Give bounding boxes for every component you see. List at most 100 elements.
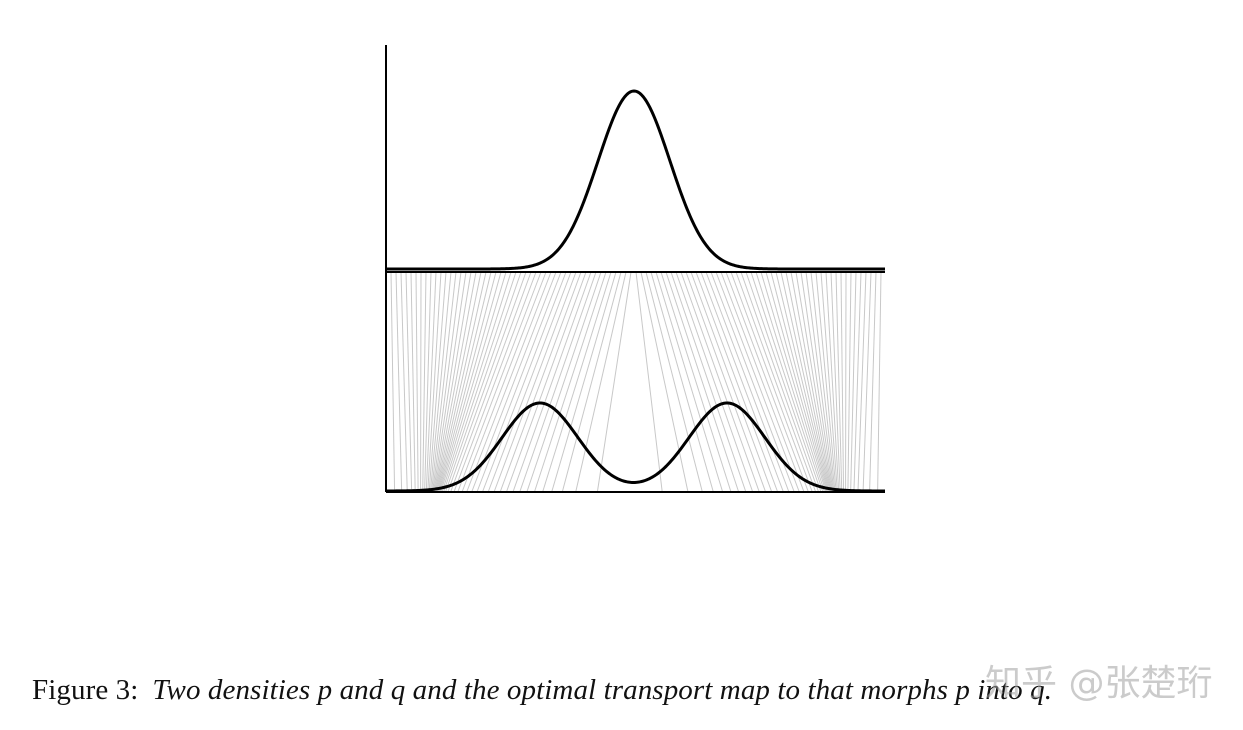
transport-map-line xyxy=(445,271,522,493)
density-q-curve xyxy=(385,401,885,493)
caption-label: Figure 3: xyxy=(32,674,139,706)
transport-map-line xyxy=(835,271,843,493)
transport-map-line xyxy=(755,271,825,493)
transport-map-line xyxy=(422,271,427,493)
transport-map-line xyxy=(410,271,416,493)
transport-map-line xyxy=(775,271,830,493)
transport-map-line xyxy=(795,271,833,493)
transport-map-line xyxy=(499,271,582,493)
transport-map-line xyxy=(526,271,602,493)
transport-map-line xyxy=(505,271,587,493)
transport-map-line xyxy=(735,271,817,493)
transport-map-line xyxy=(596,271,632,493)
figure-caption: Figure 3: Two densities p and q and the o… xyxy=(32,674,1052,707)
transport-map-line xyxy=(447,271,527,493)
transport-map-line xyxy=(438,271,497,493)
transport-map-line xyxy=(400,271,408,493)
transport-map-line xyxy=(765,271,828,493)
transport-map-line xyxy=(440,271,507,493)
transport-map-line xyxy=(705,271,790,493)
transport-map-line xyxy=(675,271,754,493)
transport-map-line xyxy=(435,271,482,493)
caption-text: Two densities p and q and the optimal tr… xyxy=(152,674,1053,706)
transport-map-line xyxy=(395,271,403,493)
transport-map-line xyxy=(551,271,617,493)
transport-map-line xyxy=(877,271,882,493)
transport-map-line xyxy=(850,271,857,493)
transport-map-line xyxy=(862,271,872,493)
density-p-curve xyxy=(386,89,885,271)
transport-map-line xyxy=(810,271,836,493)
transport-map-line xyxy=(434,271,472,493)
transport-map-line xyxy=(650,271,714,493)
transport-map-line xyxy=(830,271,841,493)
transport-map-line xyxy=(685,271,767,493)
transport-map-line xyxy=(428,271,447,493)
transport-map-line xyxy=(655,271,724,493)
transport-map-line xyxy=(700,271,784,493)
transport-map-line xyxy=(453,271,537,493)
transport-map-line xyxy=(443,271,517,493)
transport-map-line xyxy=(466,271,552,493)
transport-map-line xyxy=(720,271,805,493)
transport-map-line xyxy=(390,271,396,493)
transport-map-line xyxy=(745,271,822,493)
transport-map-line xyxy=(815,271,837,493)
transport-map-line xyxy=(840,271,845,493)
transport-map-line xyxy=(425,271,437,493)
transport-map-line xyxy=(427,271,442,493)
transport-map-line xyxy=(670,271,747,493)
transport-map-line xyxy=(482,271,567,493)
transport-map-line xyxy=(640,271,689,493)
transport-map-line xyxy=(436,271,487,493)
transport-map-line xyxy=(519,271,597,493)
transport-map-line xyxy=(847,271,852,493)
transport-map-line xyxy=(740,271,820,493)
transport-map-line xyxy=(695,271,779,493)
transport-map-line xyxy=(690,271,773,493)
transport-map-line xyxy=(493,271,577,493)
transport-map-line xyxy=(869,271,877,493)
transport-map-line xyxy=(542,271,612,493)
transport-map-line xyxy=(441,271,512,493)
transport-map-line xyxy=(790,271,832,493)
transport-map-line xyxy=(785,271,831,493)
transport-map-line xyxy=(760,271,827,493)
transport-map-line xyxy=(820,271,838,493)
transport-map-line xyxy=(805,271,835,493)
transport-map-line xyxy=(750,271,824,493)
transport-map-line xyxy=(430,271,457,493)
transport-map-line xyxy=(710,271,795,493)
transport-map-line xyxy=(853,271,862,493)
transport-map-line xyxy=(857,271,867,493)
transport-map-line xyxy=(715,271,800,493)
transport-map-line xyxy=(635,271,663,493)
watermark: 知乎 @张楚珩 xyxy=(985,663,1213,704)
transport-map-line xyxy=(660,271,732,493)
transport-map-line xyxy=(457,271,542,493)
transport-map-line xyxy=(680,271,760,493)
transport-map-line xyxy=(800,271,834,493)
transport-map-line xyxy=(561,271,622,493)
transport-map-line xyxy=(450,271,532,493)
transport-map-line xyxy=(429,271,452,493)
transport-map-line xyxy=(433,271,467,493)
transport-map-line xyxy=(780,271,831,493)
transport-map-line xyxy=(415,271,419,493)
transport-map-lines xyxy=(385,271,882,493)
transport-map-line xyxy=(439,271,502,493)
transport-map-line xyxy=(645,271,703,493)
transport-map-line xyxy=(512,271,592,493)
transport-map-line xyxy=(575,271,627,493)
transport-map-line xyxy=(424,271,432,493)
transport-map-line xyxy=(725,271,809,493)
transport-map-line xyxy=(476,271,562,493)
transport-map-line xyxy=(437,271,492,493)
transport-map-line xyxy=(405,271,413,493)
transport-map-line xyxy=(434,271,477,493)
transport-map-line xyxy=(432,271,462,493)
transport-map-line xyxy=(730,271,813,493)
transport-map-line xyxy=(487,271,572,493)
transport-map-line xyxy=(471,271,557,493)
